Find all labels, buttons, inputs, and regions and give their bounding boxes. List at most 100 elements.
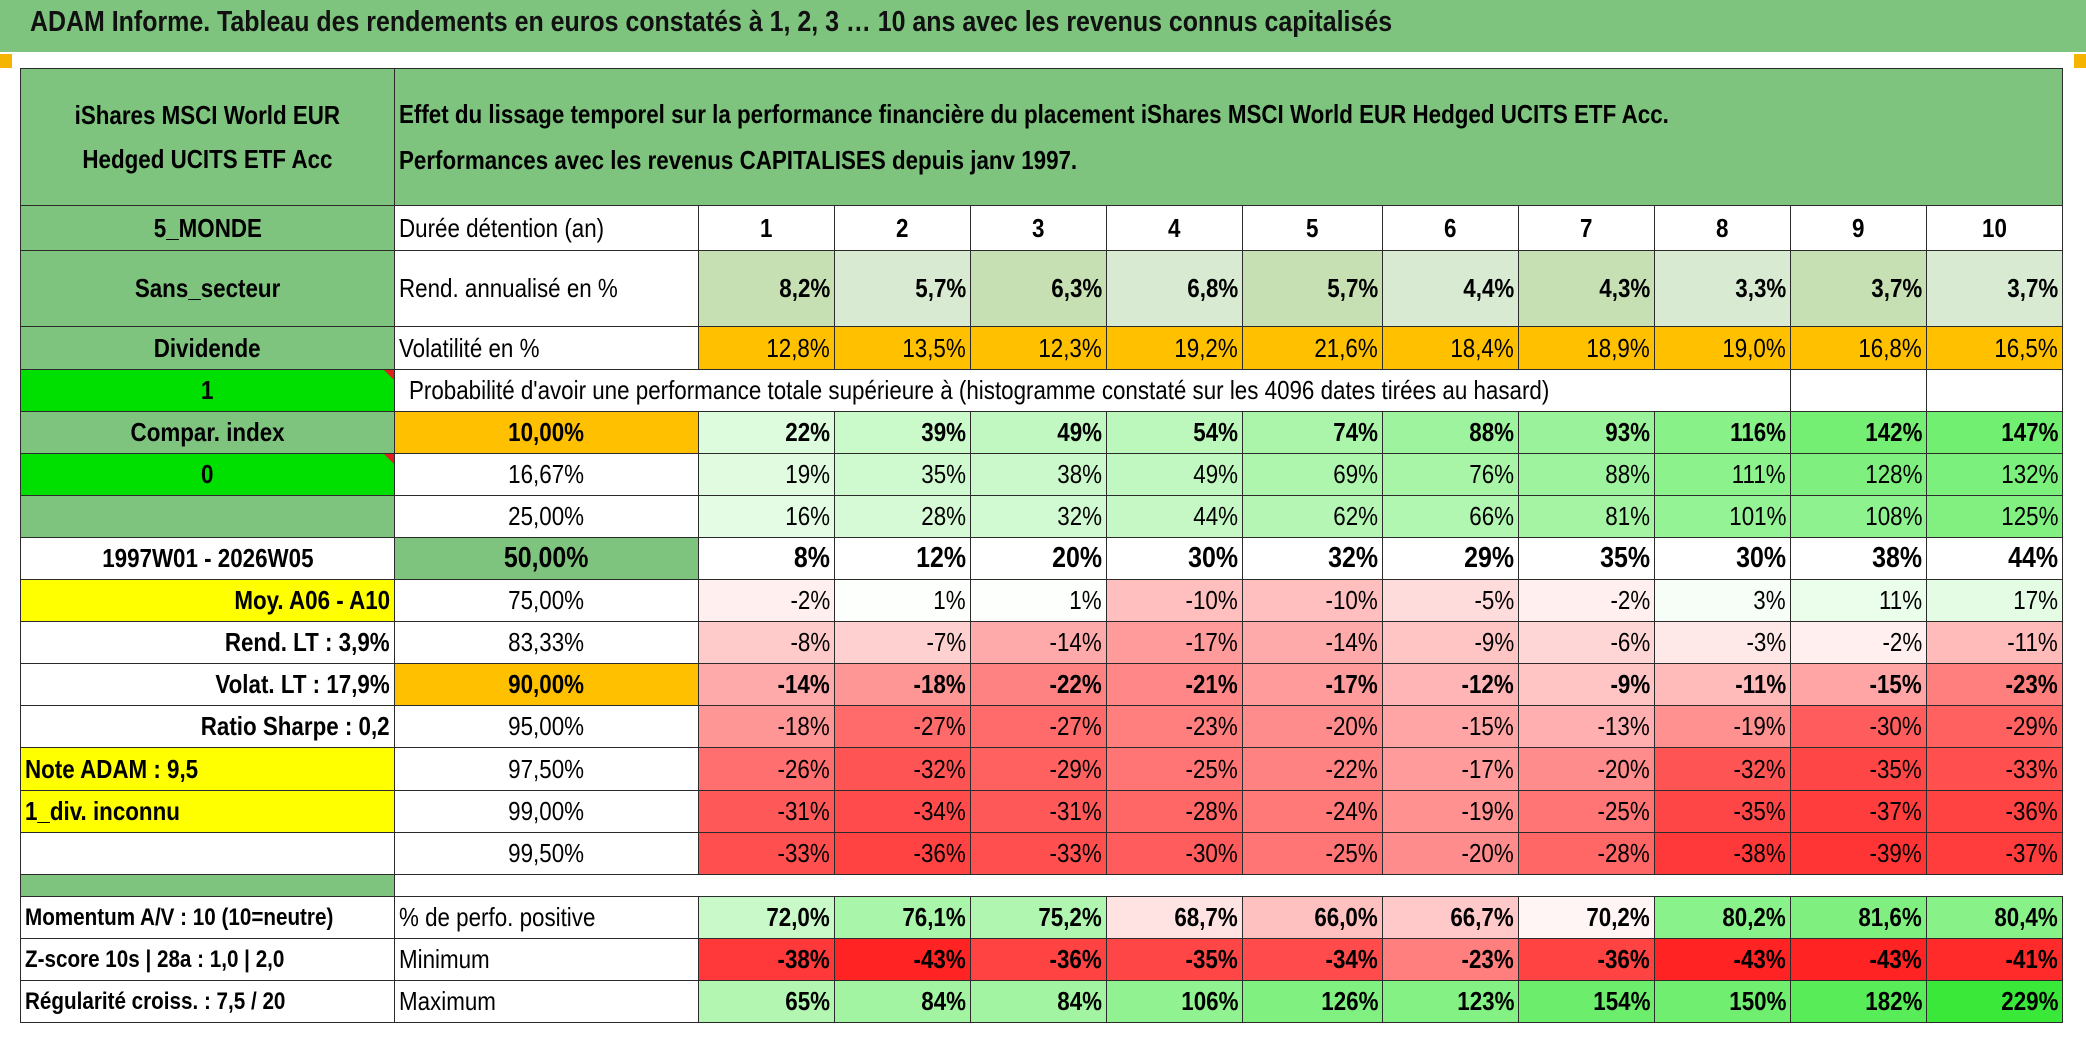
proba-row: Rend. LT : 3,9% 83,33% -8% -7% -14% -17% -14% -…	[20, 621, 2063, 664]
stat-value: 84%	[970, 980, 1107, 1023]
proba-value: -27%	[834, 705, 971, 748]
rend-value: 3,3%	[1654, 250, 1791, 327]
rend-value: 5,7%	[834, 250, 971, 327]
year-header-8: 8	[1654, 205, 1791, 251]
stat-value: 229%	[1926, 980, 2063, 1023]
proba-row: 99,50% -33% -36% -33% -30% -25% -20% -28% -38% -3…	[20, 832, 2063, 875]
year-header-9: 9	[1790, 205, 1927, 251]
proba-header: Probabilité d'avoir une performance tota…	[394, 369, 1791, 412]
proba-value: -31%	[698, 790, 835, 833]
proba-value: -2%	[1518, 579, 1655, 622]
rend-value: 3,7%	[1790, 250, 1927, 327]
proba-value: 35%	[834, 453, 971, 496]
stat-value: 65%	[698, 980, 835, 1023]
dividende-label: Dividende	[20, 326, 395, 370]
proba-threshold-label: 95,00%	[394, 705, 699, 748]
proba-value: 81%	[1518, 495, 1655, 538]
proba-value: 8%	[698, 537, 835, 580]
proba-row: Note ADAM : 9,5 97,50% -26% -32% -29% -25% -22…	[20, 747, 2063, 791]
proba-threshold-label: 10,00%	[394, 411, 699, 454]
proba-row: 1997W01 - 2026W05 50,00% 8% 12% 20% 30% 32% 29%…	[20, 537, 2063, 580]
proba-value: -22%	[970, 663, 1107, 706]
proba-value: 19%	[698, 453, 835, 496]
proba-value: 30%	[1654, 537, 1791, 580]
proba-value: -28%	[1106, 790, 1243, 833]
proba-value: -14%	[698, 663, 835, 706]
year-header-7: 7	[1518, 205, 1655, 251]
compar-index-label: Compar. index	[20, 411, 395, 454]
value-zero-cell: 0	[20, 453, 395, 496]
proba-value: -37%	[1790, 790, 1927, 833]
proba-value: -39%	[1790, 832, 1927, 875]
proba-value: 17%	[1926, 579, 2063, 622]
proba-value: -8%	[698, 621, 835, 664]
proba-value: 111%	[1654, 453, 1791, 496]
indicator-label: Régularité croiss. : 7,5 / 20	[20, 980, 395, 1023]
proba-value: 116%	[1654, 411, 1791, 454]
proba-value: 30%	[1106, 537, 1243, 580]
maximum-row: Régularité croiss. : 7,5 / 20 Maximum 65% 8…	[20, 980, 2063, 1023]
div-label: 1_div. inconnu	[20, 790, 395, 833]
vol-value: 12,8%	[698, 326, 835, 370]
stat-value: 182%	[1790, 980, 1927, 1023]
proba-value: -5%	[1382, 579, 1519, 622]
proba-value: 1%	[970, 579, 1107, 622]
proba-value: 35%	[1518, 537, 1655, 580]
stat-label: % de perfo. positive	[394, 896, 699, 939]
proba-value: 16%	[698, 495, 835, 538]
proba-threshold-label: 99,50%	[394, 832, 699, 875]
proba-row: Moy. A06 - A10 75,00% -2% 1% 1% -10% -10% -5% -2…	[20, 579, 2063, 622]
proba-row: Ratio Sharpe : 0,2 95,00% -18% -27% -27% -23%…	[20, 705, 2063, 748]
rend-value: 8,2%	[698, 250, 835, 327]
vol-value: 12,3%	[970, 326, 1107, 370]
fund-name-line1: iShares MSCI World EUR	[74, 100, 341, 130]
stat-value: 75,2%	[970, 896, 1107, 939]
rend-lt-label: Rend. LT : 3,9%	[20, 621, 395, 664]
stat-value: 70,2%	[1518, 896, 1655, 939]
proba-value: 125%	[1926, 495, 2063, 538]
proba-value: -26%	[698, 747, 835, 791]
proba-value: -15%	[1790, 663, 1927, 706]
proba-threshold-label: 99,00%	[394, 790, 699, 833]
blank-cell	[20, 832, 395, 875]
performance-table: iShares MSCI World EUR Hedged UCITS ETF …	[20, 68, 2063, 1023]
proba-value: -29%	[1926, 705, 2063, 748]
proba-value: -36%	[834, 832, 971, 875]
indicator-label: Momentum A/V : 10 (10=neutre)	[20, 896, 395, 939]
proba-value: 32%	[970, 495, 1107, 538]
year-header-10: 10	[1926, 205, 2063, 251]
stat-value: 154%	[1518, 980, 1655, 1023]
note-label: Note ADAM : 9,5	[20, 747, 395, 791]
spacer-cell	[20, 874, 395, 897]
proba-value: -30%	[1106, 832, 1243, 875]
corner-marker	[0, 54, 12, 68]
proba-value: -9%	[1518, 663, 1655, 706]
fund-name-line2: Hedged UCITS ETF Acc	[82, 144, 333, 174]
proba-row: 25,00% 16% 28% 32% 44% 62% 66% 81% 101% 108% 125%	[20, 495, 2063, 538]
indicator-label: Z-score 10s | 28a : 1,0 | 2,0	[20, 938, 395, 981]
proba-value: -14%	[970, 621, 1107, 664]
proba-value: 20%	[970, 537, 1107, 580]
proba-value: 11%	[1790, 579, 1927, 622]
rend-value: 4,3%	[1518, 250, 1655, 327]
proba-value: -38%	[1654, 832, 1791, 875]
description-line2: Performances avec les revenus CAPITALISE…	[399, 145, 1078, 175]
proba-threshold-label: 90,00%	[394, 663, 699, 706]
proba-value: -34%	[834, 790, 971, 833]
stat-value: 66,0%	[1242, 896, 1383, 939]
proba-value: 49%	[970, 411, 1107, 454]
proba-value: 12%	[834, 537, 971, 580]
proba-value: -11%	[1654, 663, 1791, 706]
vol-value: 16,5%	[1926, 326, 2063, 370]
vol-value: 21,6%	[1242, 326, 1383, 370]
proba-value: 108%	[1790, 495, 1927, 538]
proba-value: -25%	[1106, 747, 1243, 791]
year-header-3: 3	[970, 205, 1107, 251]
description-cell: Effet du lissage temporel sur la perform…	[394, 68, 2063, 206]
stat-value: 66,7%	[1382, 896, 1519, 939]
proba-value: -27%	[970, 705, 1107, 748]
proba-threshold-label: 16,67%	[394, 453, 699, 496]
proba-value: -18%	[834, 663, 971, 706]
proba-value: -32%	[834, 747, 971, 791]
proba-value: -9%	[1382, 621, 1519, 664]
